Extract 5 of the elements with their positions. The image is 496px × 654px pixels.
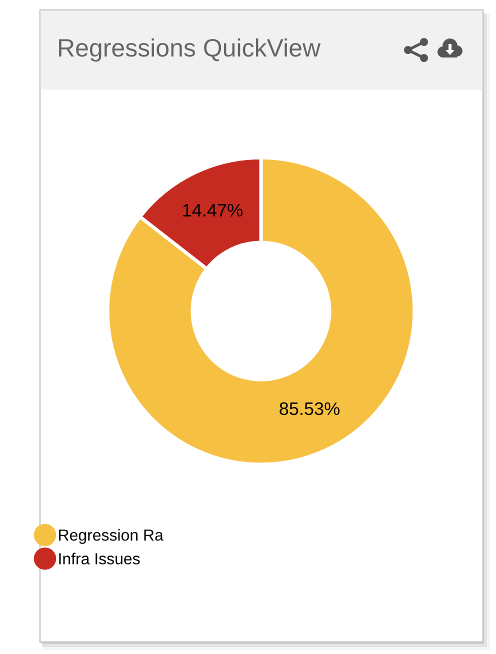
legend-label: Infra Issues <box>59 552 140 564</box>
legend-label: Regression Ra <box>59 529 164 544</box>
data-label: 85.53% <box>280 402 340 416</box>
data-label: 14.47% <box>183 204 242 217</box>
chart-title: Regressions QuickView <box>59 38 321 62</box>
